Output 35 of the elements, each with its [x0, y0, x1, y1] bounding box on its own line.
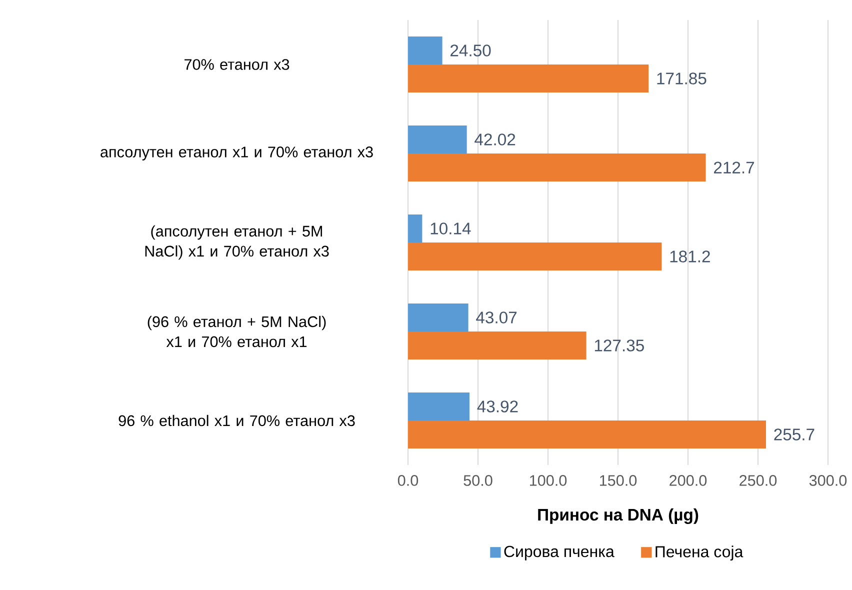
bar: [408, 214, 422, 243]
y-tick-label: апсолутен етанол x1 и 70% етанол x3: [100, 146, 373, 160]
data-label: 43.07: [476, 312, 517, 324]
legend-label: Сирова пченка: [504, 546, 614, 560]
data-label: 127.35: [594, 340, 644, 352]
data-label: 43.92: [477, 400, 518, 412]
bar: [408, 154, 706, 182]
y-tick-label: 96 % ethanol x1 и 70% етанол x3: [118, 414, 355, 426]
data-label: 181.2: [670, 250, 710, 262]
y-tick-label: 70% етанол x3: [184, 59, 290, 70]
bar: [408, 64, 649, 93]
data-label: 24.50: [450, 44, 491, 56]
y-tick-label: (96 % етанол + 5M NaCl) x1 и 70% етанол x1: [148, 316, 326, 348]
x-tick-label: 150.0: [600, 475, 637, 486]
x-tick-label: 0.0: [398, 475, 418, 486]
x-axis-title: Принос на DNA (µg): [538, 508, 698, 524]
bar: [408, 36, 442, 65]
data-label: 10.14: [430, 222, 471, 234]
x-tick-label: 100.0: [530, 475, 567, 486]
y-tick-label: (апсолутен етанол + 5M NaCl) x1 и 70% етанол x3: [145, 225, 329, 260]
bar: [408, 242, 662, 271]
data-label: 42.02: [474, 134, 516, 146]
data-label: 255.7: [774, 428, 814, 440]
data-label: 212.7: [714, 162, 754, 174]
x-tick-label: 300.0: [809, 475, 847, 486]
bar: [408, 126, 467, 154]
data-label: 171.85: [657, 72, 706, 84]
bar: [408, 332, 586, 360]
bar: [408, 420, 766, 449]
x-tick-label: 50.0: [464, 475, 492, 486]
bar: [408, 304, 468, 332]
bar: [408, 392, 470, 421]
x-tick-label: 250.0: [740, 475, 777, 486]
legend-label: Печена соја: [656, 546, 744, 561]
x-tick-label: 200.0: [670, 475, 707, 486]
